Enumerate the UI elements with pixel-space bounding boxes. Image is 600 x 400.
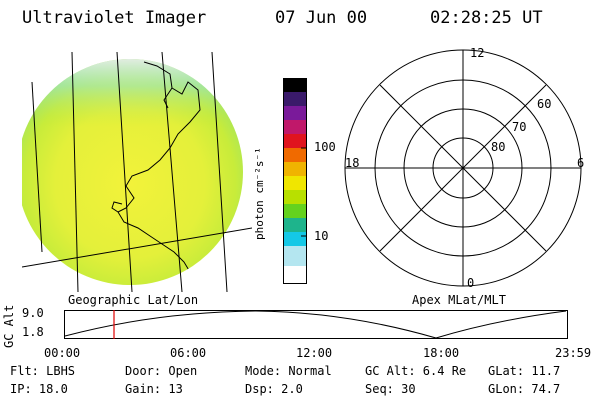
altitude-plot — [64, 310, 568, 339]
polar-caption: Apex MLat/MLT — [412, 293, 506, 307]
mlt-label-18: 18 — [345, 156, 360, 170]
mlat-label-70: 70 — [512, 120, 527, 134]
info-glat: GLat: 11.7 — [488, 364, 561, 378]
colorbar-unit-label: photon cm⁻²s⁻¹ — [253, 147, 266, 240]
date-label: 07 Jun 00 — [275, 8, 368, 28]
uv-imager-image — [22, 52, 252, 293]
color-bar — [283, 78, 307, 284]
instrument-title: Ultraviolet Imager — [22, 8, 207, 28]
altitude-ytick-max: 9.0 — [22, 306, 44, 320]
time-tick-2359: 23:59 — [555, 346, 592, 360]
mlat-label-80: 80 — [491, 140, 506, 154]
info-glon: GLon: 74.7 — [488, 382, 561, 396]
mlt-label-6: 6 — [577, 156, 585, 170]
info-mode: Mode: Normal — [245, 364, 332, 378]
info-filter: Flt: LBHS — [10, 364, 76, 378]
mlat-label-60: 60 — [537, 97, 552, 111]
info-seq: Seq: 30 — [365, 382, 416, 396]
mlt-label-0: 0 — [467, 276, 475, 290]
time-tick-0600: 06:00 — [170, 346, 207, 360]
polar-mlat-mlt-plot — [344, 49, 582, 287]
time-tick-1800: 18:00 — [423, 346, 460, 360]
colorbar-tick-100: 100 — [314, 140, 336, 154]
imager-caption: Geographic Lat/Lon — [68, 293, 199, 307]
time-label: 02:28:25 UT — [430, 8, 543, 28]
mlt-label-12: 12 — [470, 46, 485, 60]
info-gc-alt: GC Alt: 6.4 Re — [365, 364, 467, 378]
time-tick-0000: 00:00 — [44, 346, 81, 360]
info-dsp: Dsp: 2.0 — [245, 382, 303, 396]
limb-glow — [22, 59, 243, 285]
coastline — [117, 61, 201, 285]
info-door: Door: Open — [125, 364, 198, 378]
info-gain: Gain: 13 — [125, 382, 183, 396]
lat-lon-grid — [22, 52, 252, 293]
info-ip: IP: 18.0 — [10, 382, 68, 396]
time-tick-1200: 12:00 — [296, 346, 333, 360]
altitude-ytick-min: 1.8 — [22, 325, 44, 339]
altitude-curve — [64, 310, 567, 339]
altitude-ylabel: GC Alt — [2, 304, 16, 348]
colorbar-tick-10: 10 — [314, 229, 329, 243]
